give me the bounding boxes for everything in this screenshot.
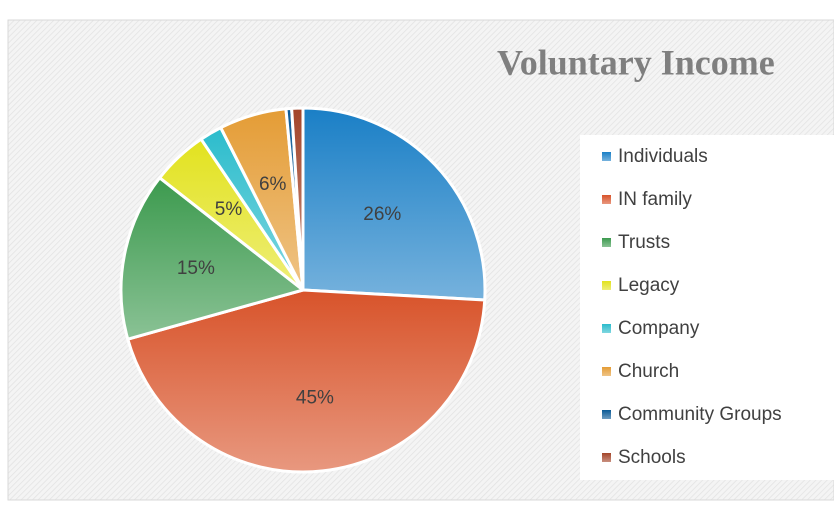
pie-slice (126, 288, 487, 474)
legend-label: IN family (618, 189, 692, 210)
pie-slice (290, 106, 305, 292)
legend-swatch (602, 152, 611, 161)
data-label: 15% (177, 258, 215, 279)
data-label: 5% (215, 199, 243, 220)
legend-label: Legacy (618, 275, 680, 296)
data-label: 26% (363, 204, 401, 225)
legend-label: Schools (618, 447, 686, 468)
legend-swatch (602, 410, 611, 419)
legend-swatch (602, 238, 611, 247)
legend-label: Church (618, 361, 679, 382)
data-label: 6% (259, 174, 287, 195)
data-label: 45% (296, 388, 334, 409)
pie: 26% 45% 15% 5% 6% (119, 106, 487, 474)
pie-slice (119, 176, 305, 341)
legend-swatch (602, 195, 611, 204)
legend-swatch (602, 453, 611, 462)
legend-label: Trusts (618, 232, 670, 253)
legend-label: Individuals (618, 146, 708, 167)
legend-swatch (602, 324, 611, 333)
legend-box (580, 135, 834, 480)
legend: Individuals IN family Trusts Legacy Company C… (602, 146, 782, 468)
pie-slice (301, 106, 487, 302)
legend-label: Community Groups (618, 404, 782, 425)
legend-label: Company (618, 318, 700, 339)
chart-title: Voluntary Income (497, 42, 775, 82)
legend-swatch (602, 281, 611, 290)
legend-swatch (602, 367, 611, 376)
